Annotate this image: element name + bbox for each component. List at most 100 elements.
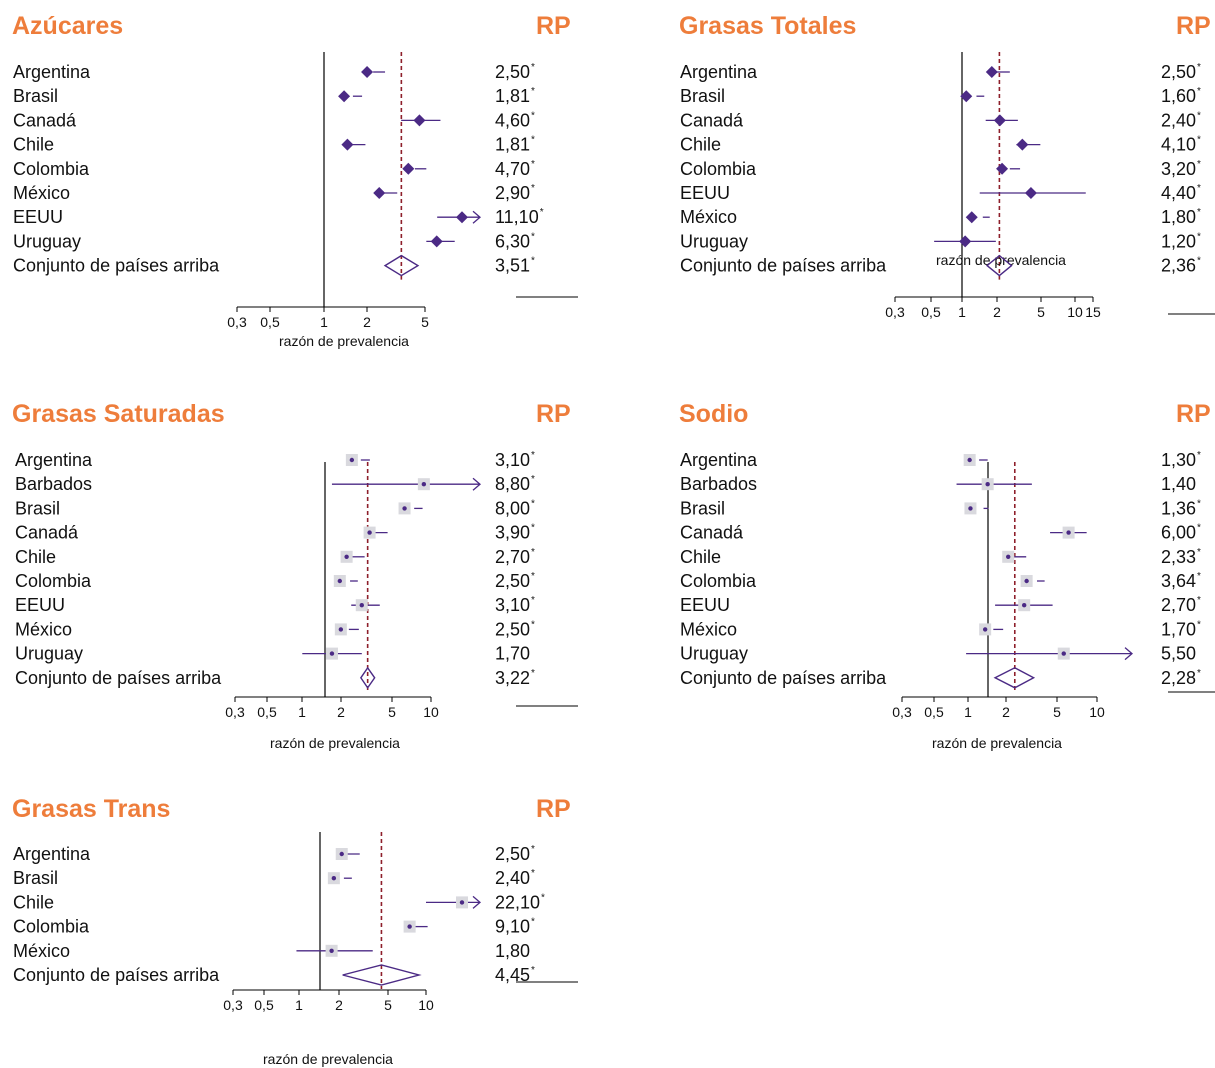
rp-value: 3,10 <box>495 595 530 615</box>
row-label: México <box>680 207 737 227</box>
row-label: Brasil <box>13 86 58 106</box>
significance-asterisk: * <box>531 498 535 509</box>
panel-title: Azúcares <box>12 12 123 40</box>
pooled-diamond <box>342 964 422 986</box>
country-row: Brasil 1,81 * <box>13 86 535 106</box>
country-row: Uruguay 6,30 * <box>13 231 535 251</box>
significance-asterisk: * <box>1197 547 1201 558</box>
significance-asterisk: * <box>1197 135 1201 146</box>
country-row: Argentina 2,50 * <box>680 62 1201 82</box>
point-estimate-marker <box>341 138 354 151</box>
rp-column-header: RP <box>536 12 571 40</box>
country-row: Chile 2,33 * <box>680 547 1201 567</box>
x-tick-label: 0,5 <box>921 304 941 320</box>
point-estimate-marker <box>337 578 343 584</box>
row-label: Chile <box>15 547 56 567</box>
panel-title: Grasas Saturadas <box>12 400 225 428</box>
significance-asterisk: * <box>531 62 535 73</box>
country-row: EEUU 11,10 * <box>13 207 544 227</box>
row-label: Conjunto de países arriba <box>13 256 220 276</box>
panel-title: Grasas Totales <box>679 12 856 40</box>
country-row: Brasil 2,40 * <box>13 868 535 888</box>
rp-column-header: RP <box>1176 400 1211 428</box>
country-row: Colombia 3,64 * <box>680 571 1201 591</box>
rp-value: 2,70 <box>495 547 530 567</box>
row-label: Colombia <box>680 159 757 179</box>
country-row: Uruguay 5,50 <box>680 644 1196 664</box>
row-label: Chile <box>680 135 721 155</box>
significance-asterisk: * <box>540 207 544 218</box>
x-tick-label: 2 <box>337 704 345 720</box>
x-tick-label: 10 <box>423 704 439 720</box>
country-row: Chile 1,81 * <box>13 135 535 155</box>
significance-asterisk: * <box>1197 498 1201 509</box>
x-tick-label: 2 <box>363 314 371 330</box>
country-row: Uruguay 1,20 * <box>680 231 1201 251</box>
country-row: Argentina 2,50 * <box>13 844 535 864</box>
country-row: México 2,90 * <box>13 183 535 203</box>
country-row: Canadá 2,40 * <box>680 110 1201 130</box>
country-row: Brasil 8,00 * <box>15 498 535 518</box>
rp-value: 8,00 <box>495 498 530 518</box>
country-row: Barbados 8,80 * <box>15 474 535 494</box>
country-row: México 2,50 * <box>15 619 535 639</box>
rp-value: 2,50 <box>495 571 530 591</box>
rp-value: 1,80 <box>1161 207 1196 227</box>
row-label: Argentina <box>680 450 758 470</box>
row-label: México <box>680 619 737 639</box>
rp-value: 3,10 <box>495 450 530 470</box>
rp-value: 3,90 <box>495 523 530 543</box>
x-axis-title: razón de prevalencia <box>936 252 1066 268</box>
row-label: Colombia <box>13 917 90 937</box>
rp-value: 2,50 <box>1161 62 1196 82</box>
significance-asterisk: * <box>531 474 535 485</box>
point-estimate-marker <box>459 900 465 905</box>
x-tick-label: 0,3 <box>223 997 243 1013</box>
panel-title: Sodio <box>679 400 748 428</box>
rp-value: 1,30 <box>1161 450 1196 470</box>
country-row: Colombia 2,50 * <box>15 571 535 591</box>
significance-asterisk: * <box>1197 571 1201 582</box>
significance-asterisk: * <box>531 595 535 606</box>
rp-value: 2,40 <box>1161 110 1196 130</box>
country-row: Brasil 1,60 * <box>680 86 1201 106</box>
point-estimate-marker <box>339 851 344 857</box>
row-label: Colombia <box>15 571 92 591</box>
x-tick-label: 1 <box>964 704 972 720</box>
row-label: Brasil <box>13 868 58 888</box>
rp-column-header: RP <box>536 400 571 428</box>
country-row: EEUU 3,10 * <box>15 595 535 615</box>
ci-arrow-head <box>1124 647 1133 661</box>
country-row: Colombia 4,70 * <box>13 159 535 179</box>
significance-asterisk: * <box>531 256 535 267</box>
point-estimate-marker <box>1016 138 1029 151</box>
row-label: Barbados <box>15 474 92 494</box>
row-label: EEUU <box>680 183 730 203</box>
row-label: Uruguay <box>15 644 83 664</box>
point-estimate-marker <box>1024 187 1037 199</box>
x-tick-label: 0,5 <box>257 704 277 720</box>
country-row: Canadá 6,00 * <box>680 523 1201 543</box>
pooled-row: Conjunto de países arriba 3,22 * <box>15 666 535 690</box>
significance-asterisk: * <box>1197 619 1201 630</box>
row-label: EEUU <box>13 207 63 227</box>
rp-value: 1,20 <box>1161 231 1196 251</box>
x-tick-label: 1 <box>298 704 306 720</box>
rp-value: 1,40 <box>1161 474 1196 494</box>
significance-asterisk: * <box>1197 110 1201 121</box>
rp-value: 3,20 <box>1161 159 1196 179</box>
pooled-row: Conjunto de países arriba 2,28 * <box>680 667 1201 689</box>
rp-value: 4,40 <box>1161 183 1196 203</box>
point-estimate-marker <box>967 457 972 463</box>
forest-panel-1: Grasas Totales RP 0,3 0,5 1 2 5 10 15 razón de pr… <box>679 12 1215 320</box>
country-row: Chile 22,10 * <box>13 892 545 912</box>
country-row: Argentina 2,50 * <box>13 62 535 82</box>
significance-asterisk: * <box>531 844 535 855</box>
row-label: Brasil <box>680 86 725 106</box>
point-estimate-marker <box>402 506 407 511</box>
significance-asterisk: * <box>1197 86 1201 97</box>
rp-value: 1,81 <box>495 86 530 106</box>
panel-title: Grasas Trans <box>12 795 170 823</box>
row-label: Brasil <box>680 498 725 518</box>
x-tick-label: 0,3 <box>227 314 247 330</box>
